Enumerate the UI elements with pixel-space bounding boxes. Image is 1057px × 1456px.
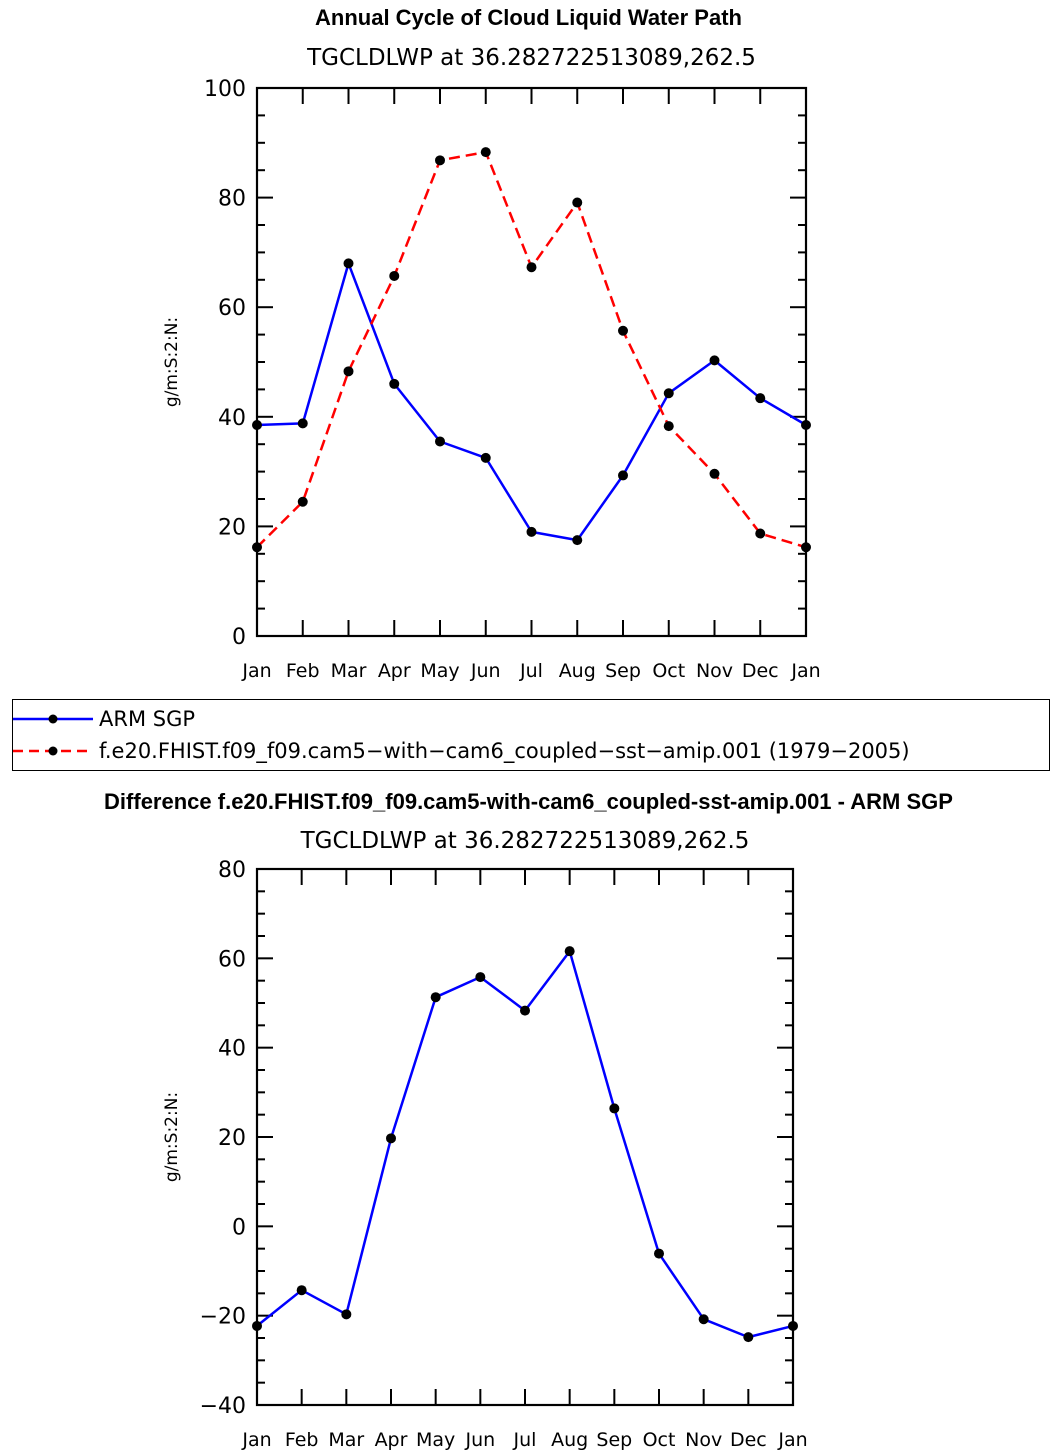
chart-1-series-0-point [755,393,766,404]
chart-2-series-0-point [341,1309,352,1320]
chart-1-series-0-point [526,526,537,537]
chart-1-series-0-point [618,470,628,481]
chart-1-series-1-point [755,528,766,539]
chart-1-series-0-point [297,418,308,429]
chart-1-series-1-point [435,155,445,166]
chart-2-series-0-point [609,1103,620,1114]
chart-1-xtick-label-jan: Jan [241,660,271,682]
chart-1-series-line-0 [256,262,807,542]
chart-2-xtick-label-aug: Aug [551,1429,588,1451]
chart-1-series-0-point [801,420,811,431]
chart-2-series-0-point [654,1248,664,1259]
chart-1-xtick-label-nov: Nov [696,660,733,682]
chart-1-series-0-point [343,258,354,269]
chart-2-xtick-label-nov: Nov [685,1429,722,1451]
chart-2-xtick-label-may: May [416,1429,455,1451]
chart-1-series-0-point [572,535,583,546]
chart-1-ytick-label: 40 [218,406,246,431]
legend-entry-2: f.e20.FHIST.f09_f09.cam5−with−cam6_coupl… [13,736,910,766]
chart-1-xtick-label-jan: Jan [790,660,820,682]
chart-2-xtick-label-apr: Apr [375,1429,408,1451]
chart-2-plot-frame [255,867,795,1407]
chart-2-series-0-point [252,1320,262,1331]
chart-1-series-0-point [389,378,400,389]
chart-1-xtick-label-jul: Jul [519,660,543,682]
chart-1: 0 20 40 60 80 100 Jan Feb Mar Apr May Jun Jul Aug Sep O… [162,77,821,682]
chart-2-xtick-label-jan: Jan [241,1429,271,1451]
chart-1-series-0-point [252,420,262,431]
chart-2-series-0-point [296,1285,307,1296]
chart-2-title: Difference f.e20.FHIST.f09_f09.cam5-with… [104,789,953,814]
chart-1-series-1-point [801,542,811,553]
chart-1-series-1-point [709,468,720,479]
chart-1-xtick-label-sep: Sep [605,660,641,682]
chart-2-series-line-0 [256,949,794,1339]
chart-2-ytick-label: 80 [218,858,246,883]
chart-1-series-0-point [709,355,720,366]
chart-1-series-1-point [526,262,537,273]
chart-2-xtick-label-jul: Jul [513,1429,537,1451]
chart-1-series-1-point [343,366,354,377]
chart-1-series-1-point [389,270,400,281]
chart-1-ytick-label: 60 [218,296,246,321]
chart-1-plot-frame [255,86,808,638]
chart-2-series-0-point [743,1332,754,1343]
chart-1-series-1-point [663,421,674,432]
chart-1-series-1-point [297,496,308,507]
chart-1-series-0-point [480,452,491,463]
chart-1-ytick-label: 20 [218,515,246,540]
chart-1-ytick-label: 100 [204,77,246,102]
legend-line-red [13,746,93,756]
chart-2-ytick-label: 40 [218,1037,246,1062]
chart-1-title: Annual Cycle of Cloud Liquid Water Path [315,5,742,30]
chart-2-ytick-label: 20 [218,1126,246,1151]
chart-2-series-0-point [698,1314,709,1325]
chart-2-series-0-point [564,946,575,957]
chart-1-subtitle: TGCLDLWP at 36.282722513089,262.5 [307,45,756,71]
chart-1-series-0-point [435,436,445,447]
chart-1-xtick-label-feb: Feb [286,660,320,682]
chart-1-series-line-1 [256,150,807,549]
chart-1-xtick-label-may: May [420,660,459,682]
chart-2-xtick-label-jun: Jun [464,1429,495,1451]
chart-1-xtick-label-dec: Dec [742,660,779,682]
chart-1-xtick-label-oct: Oct [652,660,685,682]
chart-1-xtick-label-mar: Mar [331,660,367,682]
chart-1-ylabel: g/m:S:2:N: [162,317,182,407]
chart-1-xtick-label-apr: Apr [378,660,411,682]
chart-1-series-1-point [252,542,262,553]
chart-2-ytick-label: −40 [200,1394,246,1419]
chart-1-ytick-label: 80 [218,187,246,212]
chart-2-series-0-point [475,972,486,983]
chart-2-subtitle: TGCLDLWP at 36.282722513089,262.5 [300,828,750,854]
chart-2-xtick-label-mar: Mar [328,1429,364,1451]
chart-2-xtick-label-jan: Jan [777,1429,807,1451]
legend-line-blue [13,714,93,724]
chart-2-ytick-label: 0 [232,1215,246,1240]
chart-2-series-0-point [386,1133,396,1144]
chart-2-series-0-point [520,1005,530,1016]
chart-2-xtick-label-dec: Dec [730,1429,767,1451]
chart-2-xtick-label-oct: Oct [643,1429,676,1451]
chart-1-series-1-point [572,197,583,208]
legend-entry-1: ARM SGP [13,704,195,734]
legend-label-arm-sgp: ARM SGP [99,707,196,731]
chart-2-ytick-label: 60 [218,947,246,972]
chart-2-ytick-label: −20 [200,1305,246,1330]
chart-2-series-0-point [430,992,441,1003]
chart-1-series-1-point [618,325,628,336]
chart-2-xtick-label-feb: Feb [285,1429,319,1451]
chart-1-xtick-label-aug: Aug [559,660,596,682]
chart-1-series-0-point [663,388,674,399]
chart-2-xtick-label-sep: Sep [596,1429,632,1451]
chart-1-ytick-label: 0 [232,625,246,650]
chart-2-series-0-point [788,1320,798,1331]
chart-2-ylabel: g/m:S:2:N: [162,1092,182,1182]
legend: ARM SGP f.e20.FHIST.f09_f09.cam5−with−ca… [12,699,1050,771]
legend-label-model: f.e20.FHIST.f09_f09.cam5−with−cam6_coupl… [99,739,910,763]
chart-1-series-1-point [480,147,491,158]
chart-1-xtick-label-jun: Jun [470,660,501,682]
